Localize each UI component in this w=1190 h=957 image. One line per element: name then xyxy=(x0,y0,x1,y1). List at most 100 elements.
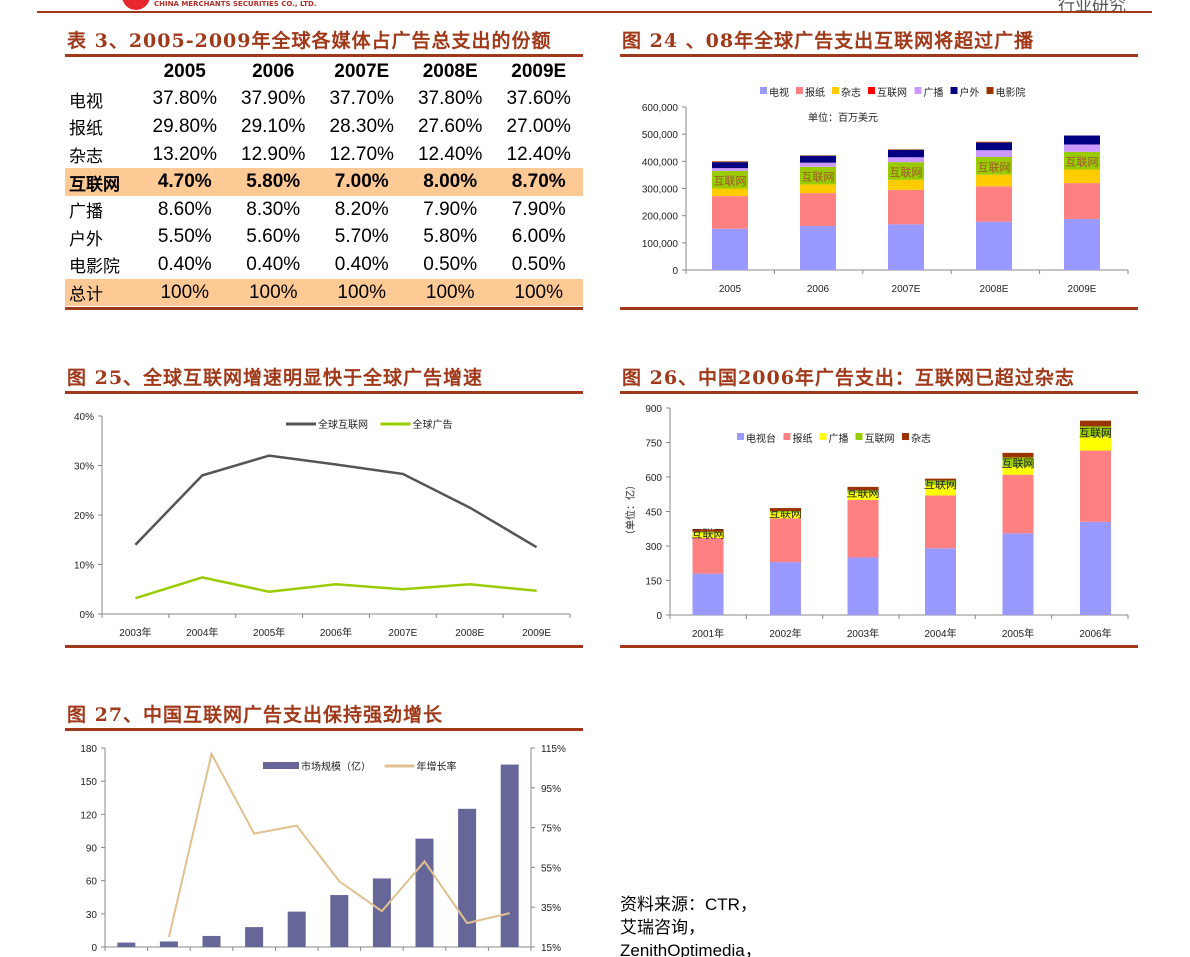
bar-segment xyxy=(976,156,1012,175)
column-header: 2009E xyxy=(511,60,567,82)
bar-segment xyxy=(1002,466,1034,475)
legend-label: 电视台 xyxy=(746,432,776,445)
table-cell: 28.30% xyxy=(329,115,394,137)
bar-segment xyxy=(847,490,879,494)
table-row: 杂志 13.20% 12.90% 12.70% 12.40% 12.40% xyxy=(65,141,583,169)
column-header: 2007E xyxy=(334,60,390,82)
fig26-top-rule xyxy=(620,391,1138,394)
x-tick-label: 2007E xyxy=(388,628,417,639)
fig24-chart: 0 100,000 200,000 300,000 400,000 500,000 600,… xyxy=(642,86,1129,295)
bar-segment xyxy=(712,162,748,169)
bar-segment xyxy=(712,161,748,163)
table-cell: 7.90% xyxy=(423,198,478,220)
column-header: 2008E xyxy=(422,60,478,82)
x-tick-label: 2005年 xyxy=(1002,627,1034,640)
x-tick-label: 2009E xyxy=(1068,284,1097,295)
bar-segment xyxy=(1064,169,1100,184)
table3-top-rule xyxy=(65,54,583,57)
table-cell: 0.40% xyxy=(157,253,212,275)
x-tick-label: 2001年 xyxy=(692,627,724,640)
bar-segment xyxy=(1002,457,1034,467)
table-row: 报纸 29.80% 29.10% 28.30% 27.60% 27.00% xyxy=(65,113,583,141)
header-rule xyxy=(37,11,1152,13)
bar-segment xyxy=(925,495,956,549)
y-tick-label: 500,000 xyxy=(642,130,679,141)
table-cell: 29.80% xyxy=(152,115,217,137)
legend-label: 户外 xyxy=(960,86,980,99)
y-tick-label: 100,000 xyxy=(642,239,679,250)
table-cell: 37.80% xyxy=(417,88,483,110)
row-label: 电影院 xyxy=(69,257,120,278)
y-tick-label: 40% xyxy=(74,412,94,423)
legend-label: 全球互联网 xyxy=(318,418,368,431)
bar-segment xyxy=(800,155,836,163)
bar xyxy=(159,941,178,947)
bar xyxy=(287,911,306,947)
source-note: 资料来源：CTR， 艾瑞咨询， ZenithOptimedia， xyxy=(620,893,762,957)
x-tick-label: 2002年 xyxy=(769,627,801,640)
legend-label: 报纸 xyxy=(793,432,813,445)
x-tick-label: 2005年 xyxy=(253,626,285,639)
table3-bottom-rule xyxy=(65,307,583,310)
bar-segment xyxy=(976,174,1012,187)
bar-segment xyxy=(1064,218,1100,270)
bar-segment xyxy=(976,142,1012,151)
row-label: 户外 xyxy=(69,229,103,250)
row-label: 互联网 xyxy=(65,168,141,196)
bar-segment-label: 互联网 xyxy=(1002,457,1035,470)
y-tick-label: 300 xyxy=(645,542,662,553)
table-cell: 8.30% xyxy=(246,198,301,220)
legend-swatch xyxy=(263,762,299,769)
y2-tick-label: 35% xyxy=(541,903,561,914)
bar-segment xyxy=(712,170,748,189)
table-row: 电视 37.80% 37.90% 37.70% 37.80% 37.60% xyxy=(65,86,583,114)
bar-segment xyxy=(800,193,836,226)
x-tick-label: 2003年 xyxy=(847,627,879,640)
y-tick-label: 0 xyxy=(656,611,662,622)
legend-label: 杂志 xyxy=(911,432,931,445)
table-row: 广播 8.60% 8.30% 8.20% 7.90% 7.90% xyxy=(65,196,583,224)
y-tick-label: 20% xyxy=(74,511,94,522)
table-cell: 5.80% xyxy=(229,168,318,196)
series-line xyxy=(167,751,510,938)
x-tick-label: 2008E xyxy=(455,628,484,639)
bar xyxy=(245,927,264,947)
bar xyxy=(415,838,434,947)
bar-segment xyxy=(925,485,956,496)
table-cell: 6.00% xyxy=(511,226,566,248)
y2-tick-label: 95% xyxy=(541,784,561,795)
table-cell: 37.60% xyxy=(506,88,571,110)
fig27-top-rule xyxy=(65,728,583,731)
legend-swatch xyxy=(737,433,744,440)
legend-swatch xyxy=(796,87,803,94)
bar-segment xyxy=(1002,533,1034,615)
y-tick-label: 750 xyxy=(645,439,662,450)
y2-tick-label: 55% xyxy=(541,863,561,874)
table-cell: 8.60% xyxy=(157,198,212,220)
table-cell: 100% xyxy=(494,278,583,307)
bar-segment xyxy=(847,557,879,615)
legend-label: 年增长率 xyxy=(417,760,457,773)
legend-label: 广播 xyxy=(924,86,944,99)
legend-label: 市场规模（亿） xyxy=(301,760,371,773)
table3-title: 表 3、2005-2009年全球各媒体占广告总支出的份额 xyxy=(67,30,552,52)
bar-segment-label: 互联网 xyxy=(924,478,957,491)
bar-segment xyxy=(1002,474,1034,534)
legend-label: 全球广告 xyxy=(413,418,453,431)
bar-segment xyxy=(1080,420,1111,427)
bar xyxy=(202,935,221,947)
row-label: 总计 xyxy=(65,278,141,307)
x-tick-label: 2007E xyxy=(892,284,921,295)
bar xyxy=(372,878,391,947)
legend-label: 报纸 xyxy=(805,86,825,99)
legend-label: 互联网 xyxy=(877,87,907,99)
bar-segment xyxy=(976,150,1012,157)
fig24-bottom-rule xyxy=(620,307,1138,310)
y-tick-label: 60 xyxy=(86,877,98,888)
bar-segment xyxy=(692,529,724,532)
table-cell: 0.50% xyxy=(511,253,566,275)
x-tick-label: 2003年 xyxy=(119,626,151,639)
table-cell: 4.70% xyxy=(140,168,229,196)
legend-swatch xyxy=(914,87,922,94)
